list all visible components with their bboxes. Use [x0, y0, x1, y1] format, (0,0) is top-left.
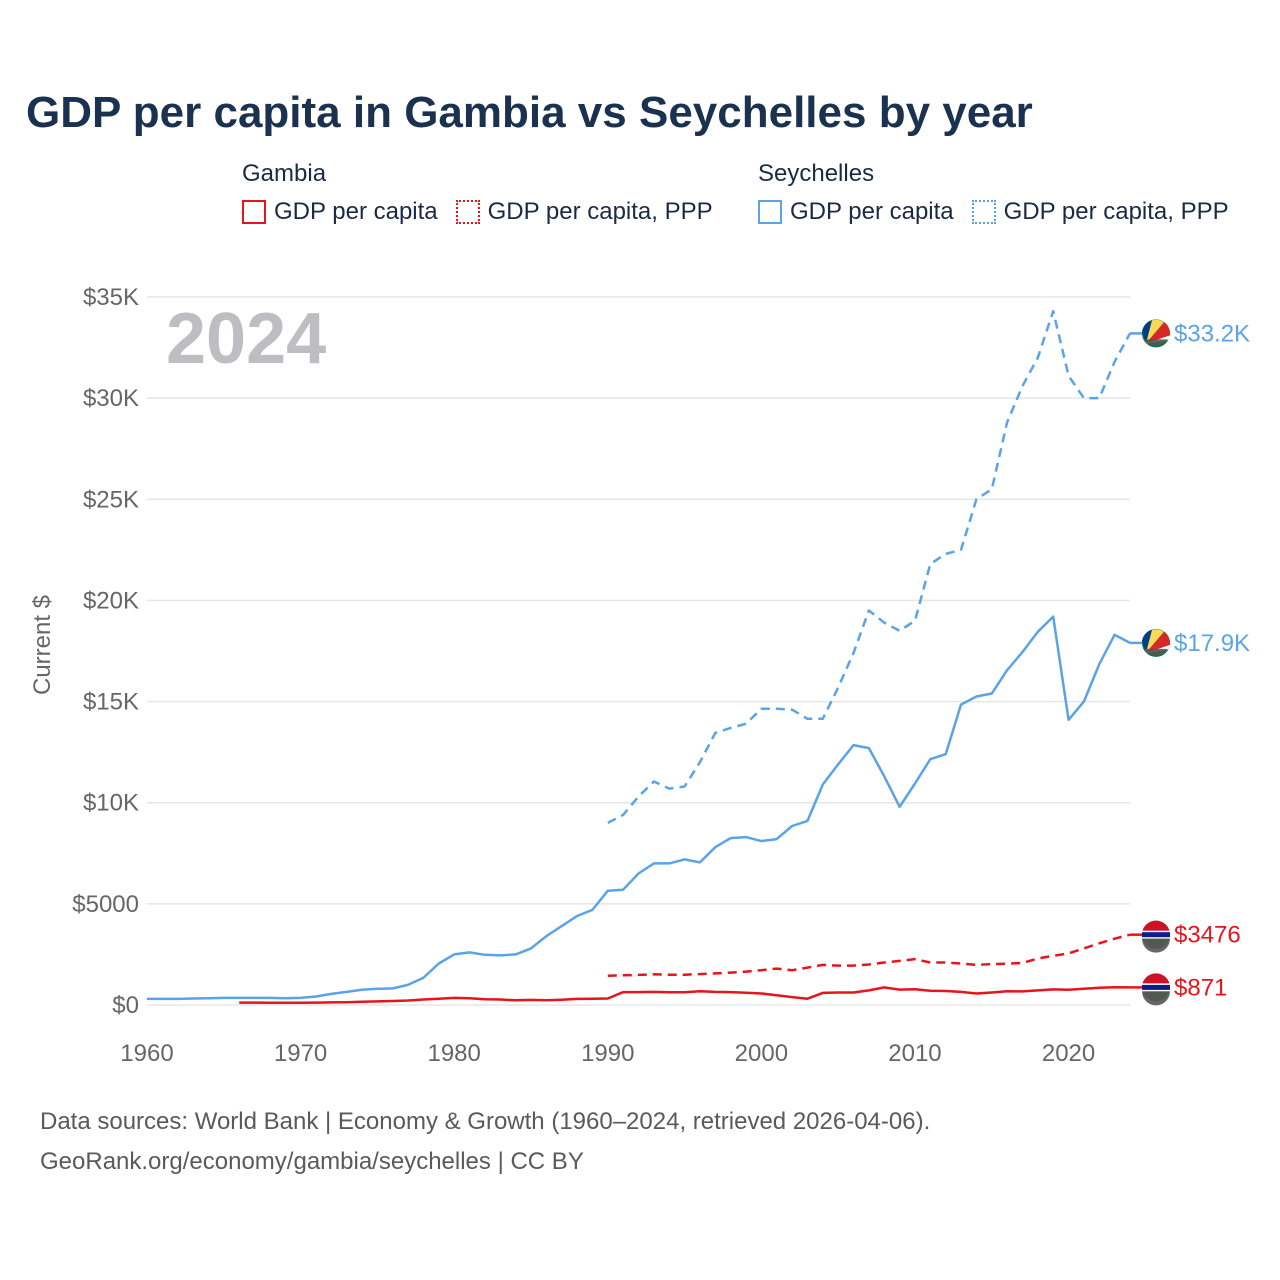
legend-label: GDP per capita: [274, 198, 438, 225]
legend-item-gambia-gdp-ppp[interactable]: GDP per capita, PPP: [455, 198, 713, 226]
seychelles-flag-icon: [1142, 628, 1171, 657]
y-tick-label: $35K: [83, 284, 139, 311]
series-end-label: $33.2K: [1174, 320, 1250, 347]
legend-label: GDP per capita: [790, 198, 954, 225]
legend-label: GDP per capita, PPP: [487, 198, 713, 225]
legend-label: GDP per capita, PPP: [1003, 198, 1229, 225]
legend-group-title: Seychelles: [758, 160, 875, 187]
chart-title: GDP per capita in Gambia vs Seychelles b…: [26, 88, 1033, 137]
series-end-label: $871: [1174, 974, 1227, 1001]
gambia-flag-icon: [1142, 920, 1170, 953]
footer-credit[interactable]: GeoRank.org/economy/gambia/seychelles | …: [40, 1148, 584, 1175]
legend-swatch-dotted: [971, 200, 996, 224]
y-tick-label: $30K: [83, 385, 139, 412]
series-line-0: [607, 309, 1132, 825]
footer-sources: Data sources: World Bank | Economy & Gro…: [40, 1108, 931, 1135]
series-line-2: [607, 933, 1131, 977]
series-end-label: $17.9K: [1174, 630, 1250, 657]
legend-group-title: Gambia: [242, 160, 327, 187]
x-axis-ticks: 1960 1970 1980 1990 2000 2010 2020: [120, 1040, 1095, 1067]
legend-item-seychelles-gdp[interactable]: GDP per capita: [758, 198, 954, 226]
y-axis-ticks: $0 $5000 $10K $15K $20K $25K $30K $35K: [72, 284, 139, 1019]
y-tick-label: $15K: [83, 689, 139, 716]
series-end-markers: $33.2K $17.9K $3476 $871: [1130, 319, 1250, 1006]
gambia-flag-icon: [1142, 973, 1170, 1006]
gridlines: [147, 296, 1130, 1006]
y-axis-label: Current $: [29, 595, 56, 695]
x-tick-label: 1990: [581, 1040, 634, 1067]
y-tick-label: $5000: [72, 891, 139, 918]
series-end-label: $3476: [1174, 922, 1241, 949]
y-tick-label: $10K: [83, 790, 139, 817]
legend-group-seychelles: Seychelles GDP per capita GDP per capita…: [758, 160, 1247, 226]
y-tick-label: $25K: [83, 486, 139, 513]
year-overlay: 2024: [166, 299, 326, 379]
series-line-3: [239, 985, 1131, 1005]
x-tick-label: 2000: [735, 1040, 788, 1067]
x-tick-label: 1960: [120, 1040, 173, 1067]
legend-item-seychelles-gdp-ppp[interactable]: GDP per capita, PPP: [971, 198, 1229, 226]
legend-item-gambia-gdp[interactable]: GDP per capita: [242, 198, 438, 226]
y-tick-label: $20K: [83, 587, 139, 614]
y-tick-label: $0: [112, 992, 139, 1019]
legend-group-gambia: Gambia GDP per capita GDP per capita, PP…: [242, 160, 731, 226]
x-tick-label: 2020: [1042, 1040, 1095, 1067]
legend-swatch-dotted: [455, 200, 480, 224]
x-tick-label: 1980: [427, 1040, 480, 1067]
x-tick-label: 1970: [274, 1040, 327, 1067]
series-line-1: [147, 615, 1131, 1001]
seychelles-flag-icon: [1142, 319, 1171, 348]
series-lines: [147, 309, 1132, 1005]
legend-swatch-solid: [242, 200, 266, 224]
x-tick-label: 2010: [888, 1040, 941, 1067]
legend-swatch-solid: [758, 200, 782, 224]
